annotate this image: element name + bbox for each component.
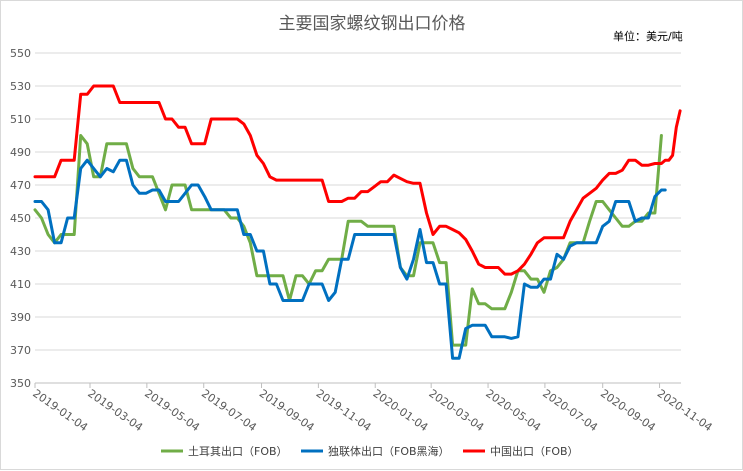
y-tick-label: 350 — [10, 377, 31, 390]
y-tick-label: 370 — [10, 344, 31, 357]
y-tick-label: 450 — [10, 212, 31, 225]
y-tick-label: 470 — [10, 179, 31, 192]
x-tick-label: 2019-07-04 — [199, 387, 259, 434]
y-tick-label: 390 — [10, 311, 31, 324]
y-tick-label: 550 — [10, 47, 31, 60]
x-tick-label: 2019-09-04 — [257, 387, 317, 434]
y-tick-label: 530 — [10, 80, 31, 93]
legend-label: 中国出口（FOB） — [490, 444, 579, 458]
series-lines — [33, 84, 682, 360]
x-tick-label: 2020-01-04 — [371, 387, 431, 434]
x-tick-label: 2019-03-04 — [85, 387, 145, 434]
x-tick-label: 2019-01-04 — [30, 387, 90, 434]
legend-label: 独联体出口（FOB黑海） — [328, 444, 450, 458]
y-tick-label: 510 — [10, 113, 31, 126]
chart-title: 主要国家螺纹钢出口价格 — [279, 14, 466, 34]
x-tick-label: 2020-11-04 — [655, 387, 715, 434]
x-axis: 2019-01-042019-03-042019-05-042019-07-04… — [30, 383, 715, 434]
legend: 土耳其出口（FOB） 独联体出口（FOB黑海） 中国出口（FOB） — [161, 444, 579, 458]
x-tick-label: 2020-07-04 — [540, 387, 600, 434]
x-tick-label: 2020-05-04 — [483, 387, 543, 434]
y-tick-label: 410 — [10, 278, 31, 291]
x-tick-label: 2020-09-04 — [598, 387, 658, 434]
unit-label: 单位：美元/吨 — [613, 29, 683, 43]
x-tick-label: 2020-03-04 — [426, 387, 486, 434]
series-line — [33, 134, 663, 347]
x-tick-label: 2019-05-04 — [142, 387, 202, 434]
series-line — [33, 158, 667, 360]
x-tick-label: 2019-11-04 — [314, 387, 374, 434]
legend-label: 土耳其出口（FOB） — [188, 444, 288, 458]
gridlines — [35, 52, 681, 384]
y-tick-label: 430 — [10, 245, 31, 258]
y-axis: 350 370 390 410 430 450 470 490 510 530 550 — [10, 47, 31, 390]
series-line — [33, 84, 682, 276]
y-tick-label: 490 — [10, 146, 31, 159]
